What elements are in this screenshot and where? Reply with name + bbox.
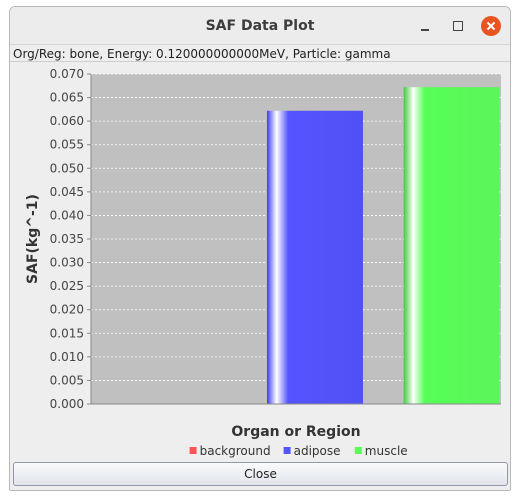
legend-label-adipose: adipose — [294, 444, 341, 458]
bar-muscle — [403, 87, 500, 404]
y-tick-label: 0.070 — [50, 67, 84, 81]
y-tick-label: 0.060 — [50, 114, 84, 128]
y-tick-label: 0.045 — [50, 185, 84, 199]
saf-bar-chart: 0.000 0.005 0.010 0.015 0.020 0.025 0.030 0.035… — [25, 67, 501, 458]
y-axis-label: SAF(kg^-1) — [25, 194, 41, 284]
chart-panel: 0.000 0.005 0.010 0.015 0.020 0.025 0.030 0.035… — [11, 63, 510, 459]
legend-label-muscle: muscle — [365, 444, 408, 458]
bars — [267, 87, 500, 404]
y-tick-label: 0.050 — [50, 161, 84, 175]
y-tick-label: 0.035 — [50, 232, 84, 246]
y-tick-label: 0.020 — [50, 303, 84, 317]
close-button[interactable]: Close — [13, 462, 508, 486]
minimize-icon[interactable] — [415, 16, 435, 36]
saf-plot-window: SAF Data Plot Org/Reg: bone, Energy: 0.1… — [9, 6, 511, 491]
y-tick-label: 0.010 — [50, 350, 84, 364]
legend: background adipose muscle — [189, 444, 408, 458]
y-tick-label: 0.065 — [50, 91, 84, 105]
y-tick-label: 0.015 — [50, 326, 84, 340]
y-tick-label: 0.030 — [50, 256, 84, 270]
window-title: SAF Data Plot — [205, 18, 315, 34]
legend-label-background: background — [200, 444, 271, 458]
maximize-icon[interactable] — [448, 16, 468, 36]
plot-info-label: Org/Reg: bone, Energy: 0.120000000000MeV… — [10, 46, 510, 62]
y-tick-label: 0.055 — [50, 138, 84, 152]
y-tick-label: 0.025 — [50, 279, 84, 293]
y-tick-label: 0.000 — [50, 397, 84, 411]
y-axis-ticks: 0.000 0.005 0.010 0.015 0.020 0.025 0.030 0.035… — [50, 67, 91, 411]
y-tick-label: 0.040 — [50, 208, 84, 222]
legend-swatch-adipose — [283, 447, 291, 454]
y-tick-label: 0.005 — [50, 373, 84, 387]
title-bar: SAF Data Plot — [10, 7, 510, 45]
x-axis-label: Organ or Region — [231, 424, 360, 440]
legend-swatch-muscle — [354, 447, 362, 454]
legend-swatch-background — [189, 447, 197, 454]
bar-adipose — [267, 110, 363, 404]
close-window-icon[interactable] — [481, 16, 501, 36]
